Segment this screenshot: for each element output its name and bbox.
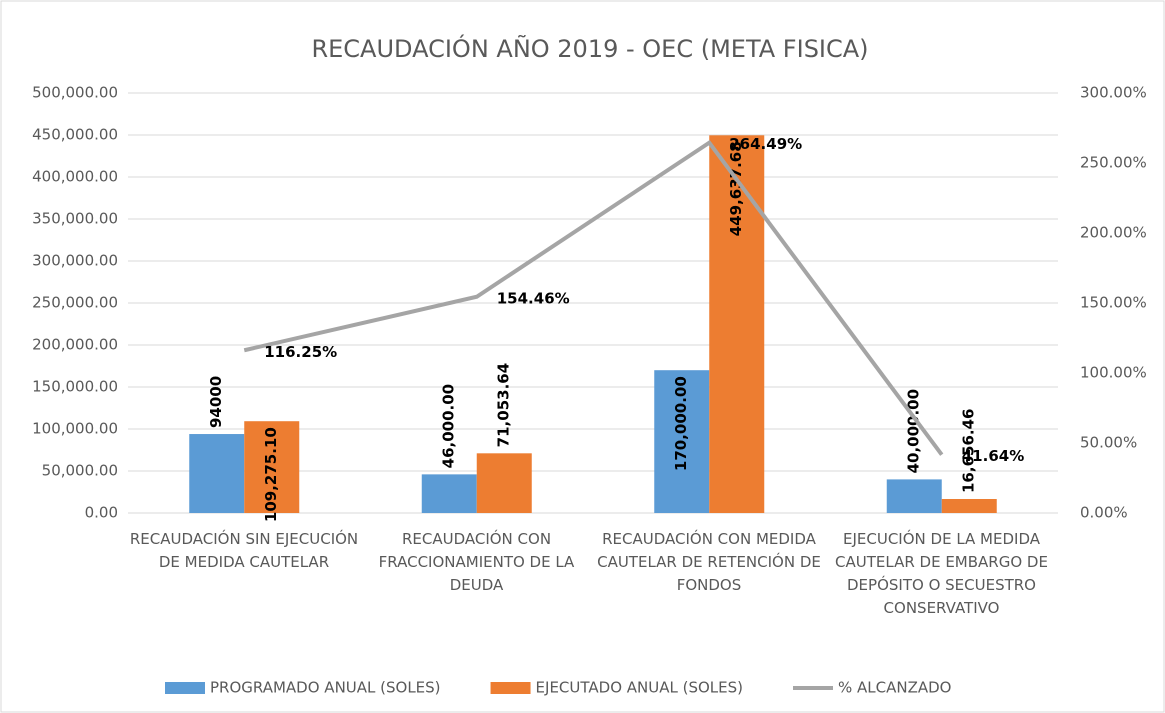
bar (886, 479, 942, 513)
legend-label: % ALCANZADO (838, 679, 952, 697)
chart-title: RECAUDACIÓN AÑO 2019 - OEC (META FISICA) (311, 33, 868, 63)
x-tick-label: EJECUCIÓN DE LA MEDIDA CAUTELAR DE EMBAR… (835, 530, 1048, 617)
x-tick-label: RECAUDACIÓN CON MEDIDA CAUTELAR DE RETEN… (597, 530, 821, 594)
y-tick-label: 200,000.00 (32, 336, 118, 354)
x-tick-label: RECAUDACIÓN SIN EJECUCIÓN DE MEDIDA CAUT… (129, 530, 359, 571)
data-label: 264.49% (729, 135, 802, 153)
y-tick-label: 350,000.00 (32, 210, 118, 228)
bar (709, 135, 765, 513)
bar (189, 434, 245, 513)
y2-tick-label: 200.00% (1080, 224, 1147, 242)
y-tick-label: 450,000.00 (32, 126, 118, 144)
line (243, 140, 944, 456)
y-tick-label: 250,000.00 (32, 294, 118, 312)
y-tick-label: 100,000.00 (32, 420, 118, 438)
y2-tick-label: 50.00% (1080, 434, 1137, 452)
y-tick-label: 50,000.00 (42, 462, 118, 480)
y2-tick-label: 250.00% (1080, 154, 1147, 172)
x-tick-label: RECAUDACIÓN CON FRACCIONAMIENTO DE LA DE… (378, 530, 575, 594)
legend-swatch (490, 682, 531, 694)
y2-tick-label: 100.00% (1080, 364, 1147, 382)
bar (476, 453, 532, 513)
data-label: 71,053.64 (495, 363, 513, 447)
y2-tick-label: 0.00% (1080, 504, 1128, 522)
y-tick-label: 400,000.00 (32, 168, 118, 186)
y-tick-label: 150,000.00 (32, 378, 118, 396)
data-label: 94000 (207, 376, 225, 428)
bar (244, 421, 300, 513)
data-label: 109,275.10 (262, 427, 280, 522)
y-tick-label: 500,000.00 (32, 84, 118, 102)
bar (421, 474, 477, 513)
bar (941, 499, 997, 513)
bar (654, 370, 710, 513)
legend-label: EJECUTADO ANUAL (SOLES) (536, 679, 743, 697)
data-label: 41.64% (962, 447, 1024, 465)
y-tick-label: 0.00 (85, 504, 118, 522)
data-label: 46,000.00 (440, 384, 458, 468)
data-label: 154.46% (497, 289, 570, 307)
y2-tick-label: 150.00% (1080, 294, 1147, 312)
y2-tick-label: 300.00% (1080, 84, 1147, 102)
data-label: 40,000.00 (905, 389, 923, 473)
y-tick-label: 300,000.00 (32, 252, 118, 270)
data-label: 16,656.46 (960, 409, 978, 493)
data-label: 116.25% (264, 343, 337, 361)
data-label: 449,637.68 (727, 141, 745, 236)
data-label: 170,000.00 (672, 376, 690, 471)
legend-swatch (165, 682, 205, 694)
legend-label: PROGRAMADO ANUAL (SOLES) (210, 679, 441, 697)
